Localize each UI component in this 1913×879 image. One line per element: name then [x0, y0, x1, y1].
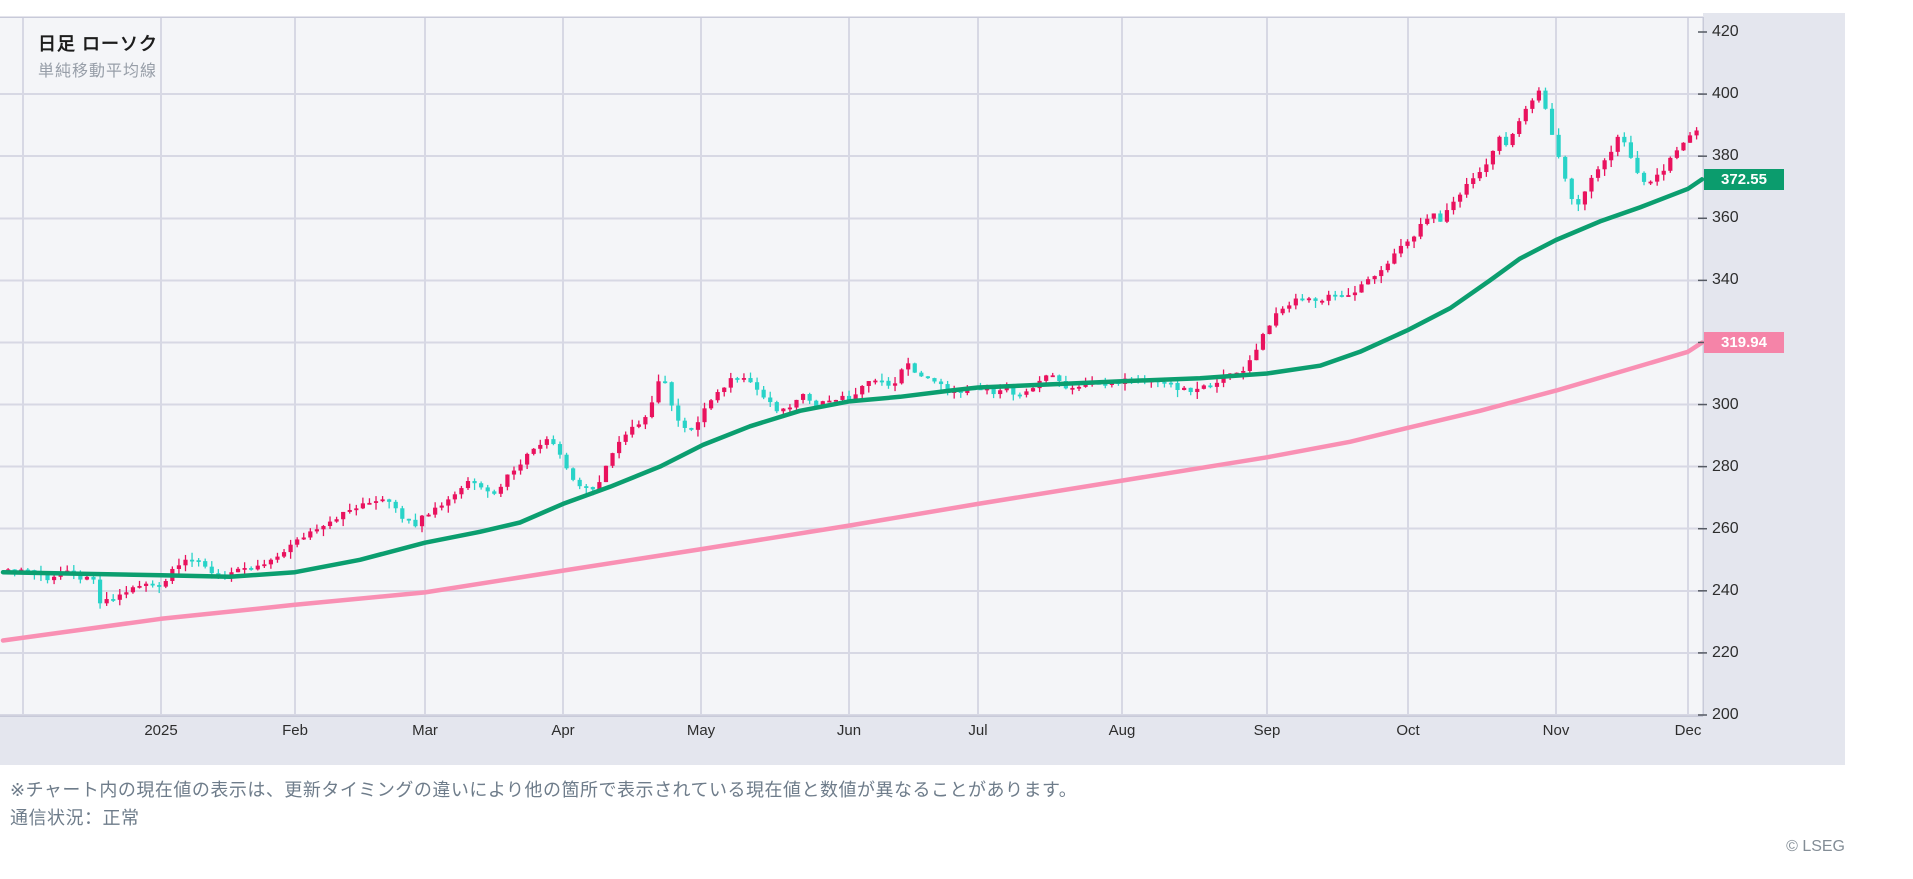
- month-tick-label: Jul: [968, 722, 988, 739]
- chart-type-label: 日足 ローソク: [38, 34, 159, 54]
- lseg-copyright: © LSEG: [1786, 838, 1845, 855]
- month-tick-label: Feb: [282, 722, 308, 739]
- month-tick-label: Sep: [1253, 722, 1281, 739]
- moving-average-lines: [0, 177, 1705, 643]
- month-tick-label: Oct: [1396, 722, 1420, 739]
- chart-plot-background: [0, 17, 1703, 716]
- price-tick-label: 340: [1712, 271, 1739, 289]
- month-tick-label: Mar: [412, 722, 438, 739]
- month-tick-label: Aug: [1108, 722, 1136, 739]
- month-tick-label: May: [686, 722, 716, 739]
- price-tick-label: 260: [1712, 519, 1739, 537]
- month-tick-label: Dec: [1674, 722, 1702, 739]
- sma-long-line: [0, 340, 1705, 643]
- price-tick-label: 240: [1712, 581, 1739, 599]
- overlay-indicator-label: 単純移動平均線: [38, 63, 158, 80]
- gridlines: [0, 16, 1704, 717]
- price-tick-label: 400: [1712, 85, 1739, 103]
- connection-status-text: 通信状況：正常: [10, 808, 140, 828]
- candlestick-series: [6, 87, 1699, 609]
- month-tick-label: Nov: [1542, 722, 1570, 739]
- sma-long-current-value-badge: 319.94: [1704, 332, 1784, 354]
- chart-disclaimer-note: ※チャート内の現在値の表示は、更新タイミングの違いにより他の箇所で表示されている…: [10, 780, 1078, 800]
- sma-short-line: [0, 177, 1705, 580]
- time-axis-band: [0, 716, 1845, 765]
- month-tick-label: Jun: [836, 722, 862, 739]
- sma-short-current-value-badge: 372.55: [1704, 168, 1784, 190]
- price-tick-label: 380: [1712, 147, 1739, 165]
- month-tick-label: Apr: [551, 722, 575, 739]
- price-tick-label: 300: [1712, 395, 1739, 413]
- price-tick-label: 200: [1712, 706, 1739, 723]
- price-tick-label: 420: [1712, 23, 1739, 40]
- price-axis-band: [1703, 13, 1845, 765]
- price-tick-label: 280: [1712, 457, 1739, 475]
- month-tick-label: 2025: [144, 722, 178, 739]
- price-tick-label: 220: [1712, 643, 1739, 661]
- price-axis-tick-marks: [1698, 31, 1707, 716]
- price-tick-label: 360: [1712, 209, 1739, 227]
